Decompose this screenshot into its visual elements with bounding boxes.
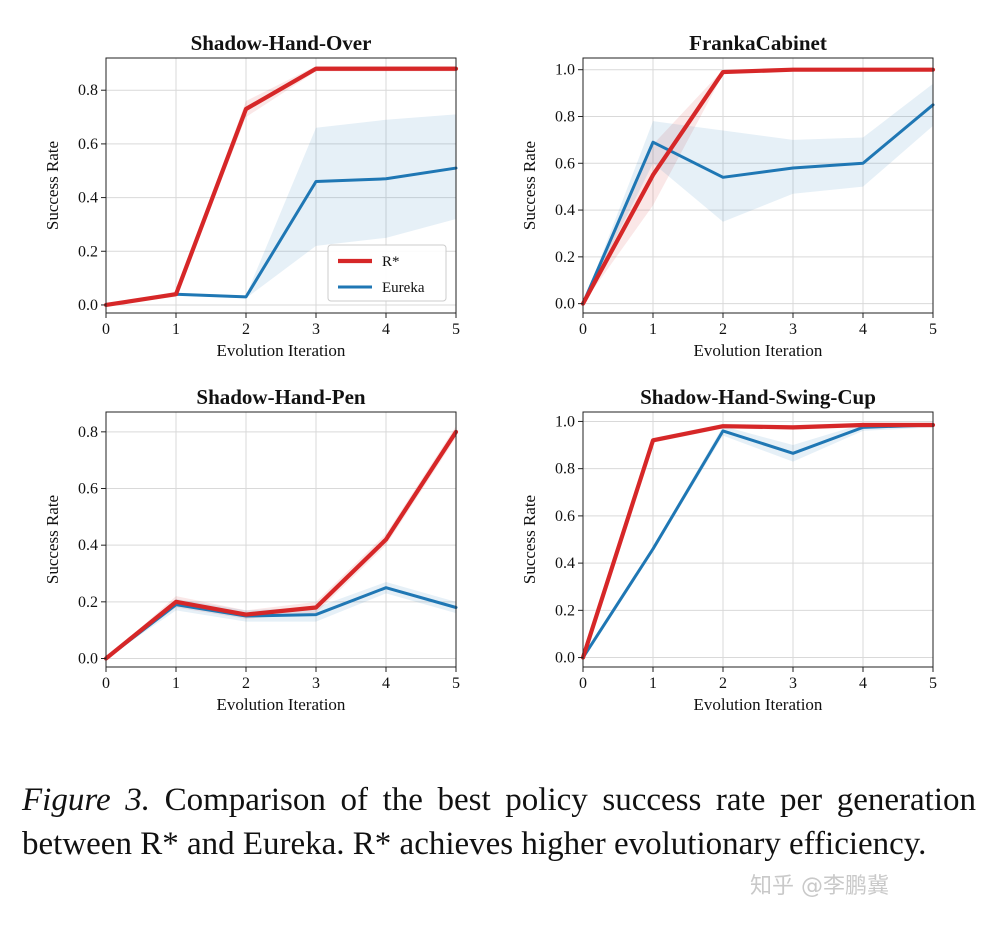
chart-title: Shadow-Hand-Swing-Cup xyxy=(640,385,876,409)
y-tick-label: 0.6 xyxy=(555,155,575,172)
y-tick-label: 0.8 xyxy=(78,424,98,441)
x-axis-label: Evolution Iteration xyxy=(694,695,823,714)
x-tick-label: 2 xyxy=(242,321,250,338)
y-axis-label: Success Rate xyxy=(520,141,539,230)
x-tick-label: 0 xyxy=(102,675,110,692)
y-tick-label: 0.0 xyxy=(78,651,98,668)
x-tick-label: 4 xyxy=(859,675,867,692)
plot-frame xyxy=(582,411,934,668)
y-tick-label: 0.8 xyxy=(555,108,575,125)
x-axis-label: Evolution Iteration xyxy=(694,341,823,360)
watermark: 知乎 @李鹏冀 xyxy=(750,874,889,899)
y-tick-label: 0.4 xyxy=(555,202,575,219)
figure-caption: Figure 3. Comparison of the best policy … xyxy=(22,778,976,866)
series-line-r-star xyxy=(103,429,459,661)
chart-title: FrankaCabinet xyxy=(689,31,827,55)
y-tick-label: 0.4 xyxy=(78,190,98,207)
x-tick-label: 0 xyxy=(579,321,587,338)
plot-frame xyxy=(105,411,457,668)
x-tick-label: 3 xyxy=(312,321,320,338)
legend-label: R* xyxy=(382,254,400,270)
y-tick-label: 1.0 xyxy=(555,413,575,430)
x-tick-label: 4 xyxy=(382,675,390,692)
y-tick-label: 0.6 xyxy=(78,136,98,153)
chart-frankacabinet: 0 1 2 3 4 5 0.0 0.2 0.4 0.6 0.8 1.0 FrankaCabinet Evo… xyxy=(520,31,937,360)
x-tick-label: 5 xyxy=(452,321,460,338)
x-tick-label: 3 xyxy=(789,675,797,692)
x-tick-label: 5 xyxy=(929,675,937,692)
figure-label: Figure 3. xyxy=(22,782,150,818)
chart-shadow-hand-over: 0 1 2 3 4 5 0.0 0.2 0.4 0.6 0.8 Shadow-Hand-Over Evo… xyxy=(43,31,460,360)
x-tick-label: 2 xyxy=(719,675,727,692)
x-tick-label: 4 xyxy=(859,321,867,338)
y-tick-label: 0.0 xyxy=(555,650,575,667)
caption-text: Comparison of the best policy success ra… xyxy=(22,782,976,862)
x-tick-label: 2 xyxy=(242,675,250,692)
y-axis-label: Success Rate xyxy=(43,495,62,584)
x-axis-label: Evolution Iteration xyxy=(217,341,346,360)
chart-title: Shadow-Hand-Over xyxy=(191,31,372,55)
legend: R* Eureka xyxy=(327,244,447,302)
chart-shadow-hand-pen: 0 1 2 3 4 5 0.0 0.2 0.4 0.6 0.8 Shadow-Hand-Pen Evol… xyxy=(43,385,460,714)
x-tick-label: 1 xyxy=(649,321,657,338)
plot-frame xyxy=(582,57,934,314)
y-axis-label: Success Rate xyxy=(520,495,539,584)
series-line-r-star xyxy=(103,66,459,308)
y-tick-label: 0.8 xyxy=(78,82,98,99)
y-tick-label: 0.0 xyxy=(78,297,98,314)
chart-title: Shadow-Hand-Pen xyxy=(196,385,366,409)
plot-frame xyxy=(105,57,457,314)
x-tick-label: 5 xyxy=(929,321,937,338)
series-line-r-star xyxy=(580,67,936,306)
x-tick-label: 3 xyxy=(789,321,797,338)
legend-label: Eureka xyxy=(382,280,425,296)
band-eureka xyxy=(106,114,456,305)
x-axis-label: Evolution Iteration xyxy=(217,695,346,714)
y-tick-label: 0.0 xyxy=(555,296,575,313)
y-tick-label: 0.4 xyxy=(78,537,98,554)
x-tick-label: 3 xyxy=(312,675,320,692)
band-r-star xyxy=(106,426,456,659)
y-tick-label: 0.2 xyxy=(78,594,98,611)
x-tick-label: 0 xyxy=(579,675,587,692)
x-tick-label: 1 xyxy=(649,675,657,692)
y-tick-label: 0.2 xyxy=(555,249,575,266)
x-tick-label: 4 xyxy=(382,321,390,338)
chart-shadow-hand-swing-cup: 0 1 2 3 4 5 0.0 0.2 0.4 0.6 0.8 1.0 Shadow-Hand-Swin… xyxy=(520,385,937,714)
band-eureka xyxy=(106,582,456,659)
x-tick-label: 0 xyxy=(102,321,110,338)
y-axis-label: Success Rate xyxy=(43,141,62,230)
y-tick-label: 0.6 xyxy=(78,481,98,498)
series-line-eureka xyxy=(581,423,935,660)
y-tick-label: 0.2 xyxy=(78,243,98,260)
series-line-eureka xyxy=(104,586,458,660)
band-r-star xyxy=(583,422,933,658)
y-tick-label: 0.6 xyxy=(555,508,575,525)
x-tick-label: 1 xyxy=(172,675,180,692)
figure-3-charts: 0 1 2 3 4 5 0.0 0.2 0.4 0.6 0.8 Shadow-Hand-Over Evo… xyxy=(43,31,937,714)
x-tick-label: 2 xyxy=(719,321,727,338)
x-tick-label: 5 xyxy=(452,675,460,692)
x-tick-label: 1 xyxy=(172,321,180,338)
band-eureka xyxy=(583,83,933,304)
series-line-r-star xyxy=(580,422,936,660)
y-tick-label: 1.0 xyxy=(555,62,575,79)
y-tick-label: 0.4 xyxy=(555,555,575,572)
series-line-eureka xyxy=(581,103,935,306)
band-r-star xyxy=(583,69,933,304)
y-tick-label: 0.2 xyxy=(555,602,575,619)
y-tick-label: 0.8 xyxy=(555,461,575,478)
band-eureka xyxy=(583,422,933,658)
